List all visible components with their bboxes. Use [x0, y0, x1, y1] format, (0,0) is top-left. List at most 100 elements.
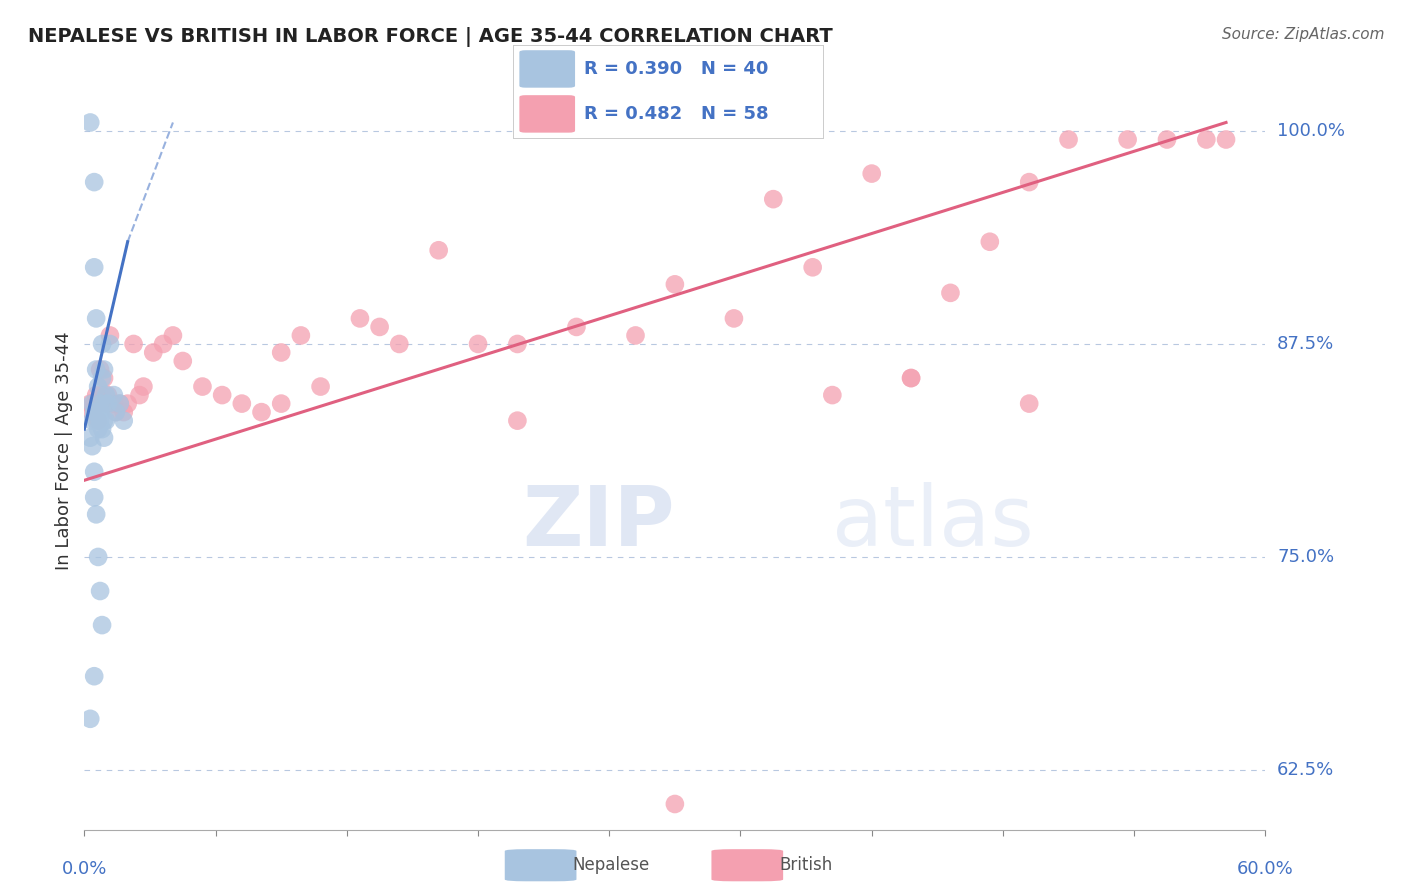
- FancyBboxPatch shape: [519, 95, 575, 133]
- Point: [93, 371, 115, 385]
- Point: [821, 388, 844, 402]
- Point: [270, 396, 292, 410]
- Point: [79, 115, 101, 129]
- Point: [309, 379, 332, 393]
- Point: [87, 379, 110, 393]
- Point: [93, 414, 115, 428]
- Text: 100.0%: 100.0%: [1277, 122, 1346, 140]
- Y-axis label: In Labor Force | Age 35-44: In Labor Force | Age 35-44: [55, 331, 73, 570]
- Point: [900, 371, 922, 385]
- Text: 87.5%: 87.5%: [1277, 335, 1334, 353]
- Point: [83, 491, 105, 505]
- Point: [87, 414, 110, 428]
- Point: [87, 405, 110, 419]
- Point: [162, 328, 184, 343]
- Point: [84, 311, 107, 326]
- Point: [103, 388, 125, 402]
- Point: [91, 371, 114, 385]
- Point: [91, 422, 114, 436]
- Point: [142, 345, 165, 359]
- Point: [82, 396, 104, 410]
- Point: [467, 337, 489, 351]
- Point: [93, 431, 115, 445]
- Text: 60.0%: 60.0%: [1237, 860, 1294, 878]
- Point: [83, 465, 105, 479]
- FancyBboxPatch shape: [505, 849, 576, 881]
- Point: [108, 396, 131, 410]
- Point: [94, 414, 117, 428]
- Point: [388, 337, 411, 351]
- Point: [1057, 132, 1080, 146]
- Point: [108, 396, 131, 410]
- Point: [89, 414, 111, 428]
- Point: [103, 396, 125, 410]
- Point: [191, 379, 214, 393]
- Point: [270, 345, 292, 359]
- Point: [1195, 132, 1218, 146]
- Point: [83, 175, 105, 189]
- Point: [82, 439, 104, 453]
- Point: [231, 396, 253, 410]
- Point: [83, 669, 105, 683]
- Point: [801, 260, 824, 275]
- Point: [87, 422, 110, 436]
- Point: [93, 396, 115, 410]
- Point: [860, 167, 883, 181]
- Point: [128, 388, 150, 402]
- Point: [89, 405, 111, 419]
- Text: ZIP: ZIP: [523, 483, 675, 564]
- Point: [112, 414, 135, 428]
- Point: [132, 379, 155, 393]
- Point: [89, 584, 111, 599]
- Point: [93, 362, 115, 376]
- Point: [1116, 132, 1139, 146]
- Point: [89, 396, 111, 410]
- Point: [900, 371, 922, 385]
- Point: [624, 328, 647, 343]
- Point: [104, 405, 127, 419]
- Point: [87, 549, 110, 564]
- Point: [104, 405, 127, 419]
- Point: [117, 396, 139, 410]
- FancyBboxPatch shape: [519, 50, 575, 87]
- Point: [349, 311, 371, 326]
- Point: [368, 320, 391, 334]
- Point: [112, 405, 135, 419]
- Point: [1215, 132, 1237, 146]
- Point: [172, 354, 194, 368]
- Point: [250, 405, 273, 419]
- Text: Nepalese: Nepalese: [572, 856, 650, 874]
- FancyBboxPatch shape: [711, 849, 783, 881]
- Point: [83, 260, 105, 275]
- Point: [84, 414, 107, 428]
- Point: [122, 337, 145, 351]
- Point: [506, 337, 529, 351]
- Point: [664, 277, 686, 292]
- Point: [79, 396, 101, 410]
- Point: [939, 285, 962, 300]
- Point: [762, 192, 785, 206]
- Point: [723, 311, 745, 326]
- Point: [91, 388, 114, 402]
- Point: [79, 712, 101, 726]
- Text: R = 0.390   N = 40: R = 0.390 N = 40: [585, 60, 769, 78]
- Text: 0.0%: 0.0%: [62, 860, 107, 878]
- Point: [91, 618, 114, 632]
- Point: [97, 396, 120, 410]
- Point: [427, 244, 450, 258]
- Point: [211, 388, 233, 402]
- Point: [98, 337, 121, 351]
- Point: [89, 362, 111, 376]
- Point: [1018, 396, 1040, 410]
- Point: [84, 508, 107, 522]
- Text: 62.5%: 62.5%: [1277, 761, 1334, 779]
- Point: [1156, 132, 1178, 146]
- Point: [506, 414, 529, 428]
- Point: [664, 797, 686, 811]
- Text: Source: ZipAtlas.com: Source: ZipAtlas.com: [1222, 27, 1385, 42]
- Point: [83, 405, 105, 419]
- Point: [83, 396, 105, 410]
- Text: NEPALESE VS BRITISH IN LABOR FORCE | AGE 35-44 CORRELATION CHART: NEPALESE VS BRITISH IN LABOR FORCE | AGE…: [28, 27, 832, 46]
- Point: [79, 431, 101, 445]
- Text: R = 0.482   N = 58: R = 0.482 N = 58: [585, 105, 769, 123]
